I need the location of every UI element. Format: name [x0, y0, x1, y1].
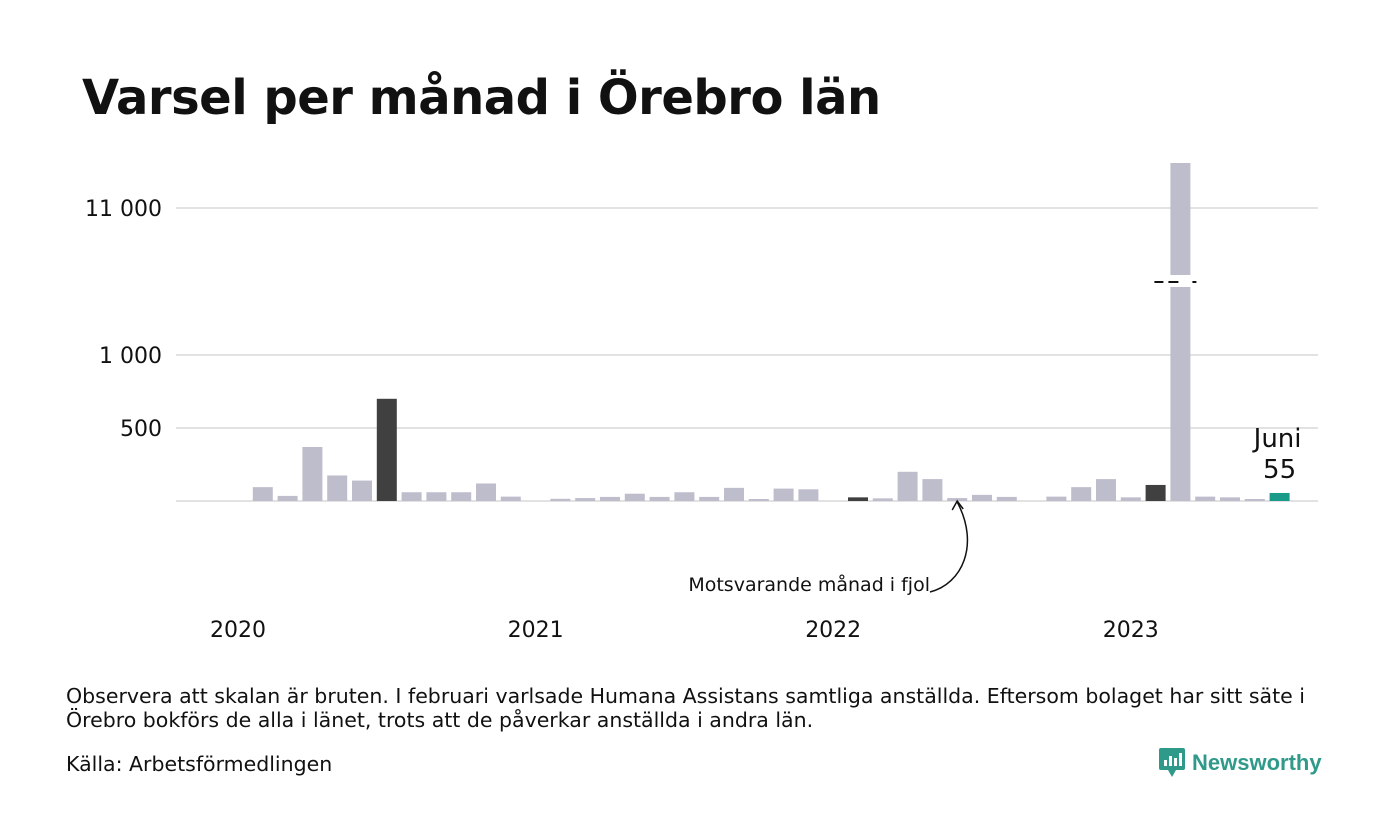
highlight-value-label: 55 [1263, 455, 1296, 485]
bar [550, 498, 571, 501]
bar [575, 498, 596, 501]
bar [649, 496, 670, 501]
bar [724, 487, 744, 501]
bar [1195, 496, 1216, 501]
y-tick-label: 11 000 [85, 197, 162, 222]
bar [401, 492, 422, 501]
bar [699, 496, 720, 501]
annotation-arrowhead [951, 499, 964, 511]
brand-name: Newsworthy [1192, 750, 1322, 775]
bar [426, 492, 447, 501]
scale-break-gap [1168, 275, 1193, 287]
bar [600, 496, 620, 501]
bar [947, 498, 968, 501]
bar [500, 496, 521, 501]
bar [848, 497, 868, 501]
bar [1120, 497, 1141, 501]
annotation-arrow [929, 501, 969, 593]
bar [476, 483, 496, 501]
bar [798, 489, 819, 501]
bar [748, 499, 769, 501]
bar [1096, 479, 1116, 501]
bar [872, 498, 893, 501]
chart-title: Varsel per månad i Örebro län [82, 70, 881, 126]
chart-note: Observera att skalan är bruten. I februa… [66, 684, 1305, 732]
bar [972, 494, 992, 501]
bar [451, 492, 472, 501]
bar [922, 479, 943, 501]
bar [302, 446, 323, 501]
bar [996, 496, 1017, 501]
bar [352, 480, 372, 501]
highlight-month-label: Juni [1252, 424, 1302, 454]
newsworthy-brand: Newsworthy [1158, 746, 1322, 780]
x-year-label: 2020 [210, 618, 266, 643]
y-tick-label: 500 [120, 417, 162, 442]
bar [1269, 492, 1290, 501]
bar [252, 487, 273, 501]
bar [1220, 497, 1240, 501]
bar [376, 398, 397, 501]
x-year-label: 2023 [1103, 618, 1159, 643]
bar [327, 475, 348, 501]
annotation-label: Motsvarande månad i fjol [688, 573, 930, 596]
x-year-label: 2022 [805, 618, 861, 643]
bar [1145, 484, 1166, 501]
bar [1170, 163, 1191, 501]
bar [897, 471, 918, 501]
bar [1046, 496, 1067, 501]
y-tick-label: 1 000 [99, 344, 162, 369]
bar [674, 492, 695, 501]
bar [1244, 499, 1265, 501]
bar [277, 495, 298, 501]
chart-source: Källa: Arbetsförmedlingen [66, 752, 333, 776]
bar [773, 488, 794, 501]
bar [624, 493, 645, 501]
newsworthy-logo-icon [1159, 748, 1185, 777]
bar [1071, 487, 1092, 501]
x-year-label: 2021 [508, 618, 564, 643]
